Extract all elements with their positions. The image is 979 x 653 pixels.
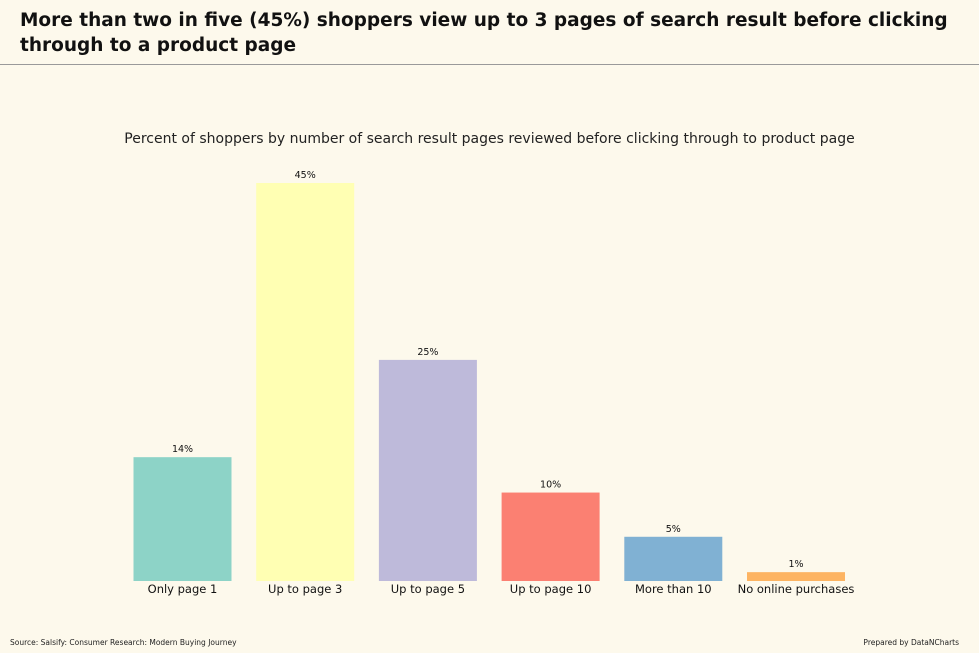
x-tick-label: Up to page 5 bbox=[391, 582, 465, 596]
x-tick-label: Up to page 10 bbox=[510, 582, 592, 596]
chart-title: Percent of shoppers by number of search … bbox=[124, 131, 855, 147]
bar-up-to-page-10 bbox=[501, 492, 600, 581]
data-label: 10% bbox=[540, 480, 561, 491]
bar-only-page-1 bbox=[133, 457, 232, 581]
data-label: 5% bbox=[666, 524, 681, 535]
data-label: 14% bbox=[172, 444, 193, 455]
bar-more-than-10 bbox=[624, 536, 723, 581]
data-label: 25% bbox=[417, 347, 438, 358]
source-note: Source: Salsify: Consumer Research: Mode… bbox=[10, 638, 237, 647]
bar-up-to-page-5 bbox=[378, 359, 477, 581]
x-tick-label: No online purchases bbox=[738, 582, 855, 596]
bar-no-online-purchases bbox=[747, 572, 845, 581]
headline: More than two in five (45%) shoppers vie… bbox=[20, 10, 948, 56]
data-label: 45% bbox=[295, 170, 316, 181]
x-tick-label: Up to page 3 bbox=[268, 582, 342, 596]
data-label: 1% bbox=[788, 559, 803, 570]
x-tick-label: Only page 1 bbox=[148, 582, 218, 596]
header-divider bbox=[0, 64, 979, 65]
credit-note: Prepared by DataNCharts bbox=[863, 638, 959, 647]
bar-up-to-page-3 bbox=[256, 183, 355, 581]
x-tick-label: More than 10 bbox=[635, 582, 712, 596]
